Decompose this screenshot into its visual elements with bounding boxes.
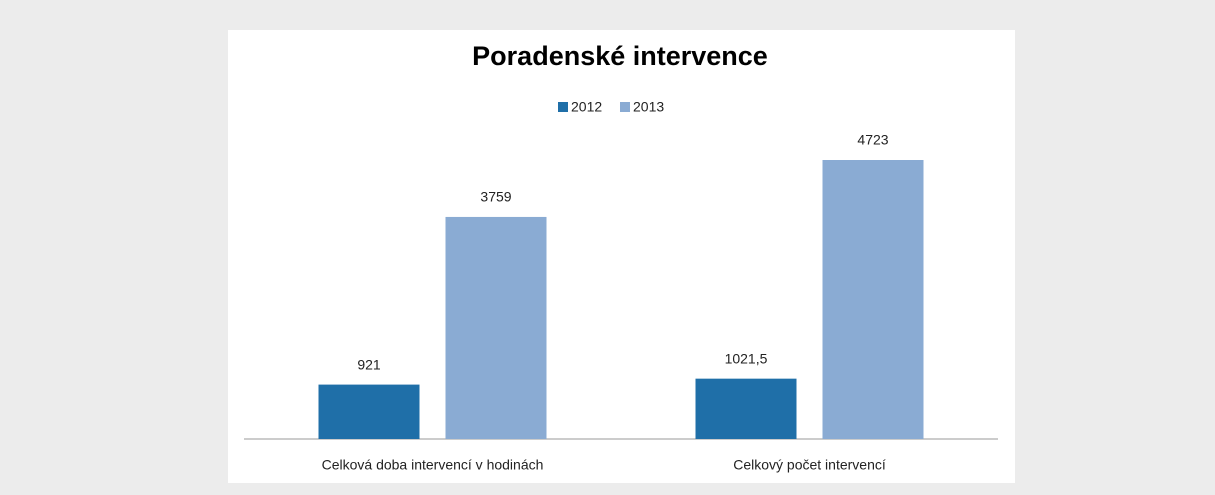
legend-swatch: [620, 102, 630, 112]
legend-label: 2013: [633, 99, 664, 115]
x-tick-label: Celková doba intervencí v hodinách: [322, 457, 544, 473]
chart-title: Poradenské intervence: [472, 41, 768, 71]
data-label: 1021,5: [725, 350, 768, 366]
legend-swatch: [558, 102, 568, 112]
data-label: 3759: [480, 189, 511, 205]
x-tick-label: Celkový počet intervencí: [733, 457, 886, 473]
bar: [445, 216, 547, 439]
data-label: 921: [357, 356, 381, 372]
bar: [318, 384, 420, 439]
bar: [822, 160, 924, 439]
legend-label: 2012: [571, 99, 602, 115]
bar: [695, 378, 797, 439]
data-label: 4723: [857, 132, 888, 148]
